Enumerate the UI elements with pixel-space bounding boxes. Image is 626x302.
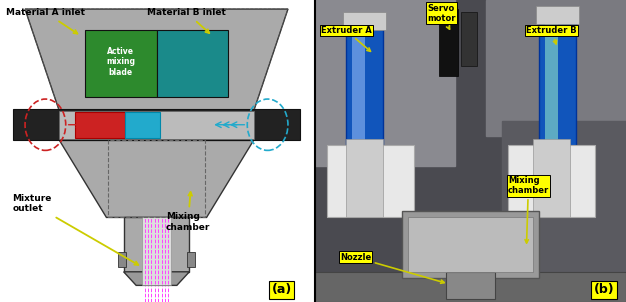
Bar [343, 12, 386, 30]
Text: Mixing
chamber: Mixing chamber [508, 176, 549, 243]
Text: Material B inlet: Material B inlet [147, 8, 226, 33]
Bar [315, 0, 455, 166]
Bar [75, 112, 125, 138]
Text: Servo
motor: Servo motor [427, 4, 455, 29]
Bar [486, 0, 626, 136]
Bar [315, 272, 626, 302]
Text: Extruder A: Extruder A [321, 26, 372, 51]
Bar [461, 12, 476, 66]
Bar [501, 121, 626, 302]
Text: Mixture
outlet: Mixture outlet [13, 194, 138, 265]
Polygon shape [539, 9, 576, 169]
Text: (a): (a) [272, 283, 292, 297]
Bar [446, 272, 495, 299]
Polygon shape [59, 140, 254, 217]
Bar [346, 139, 383, 217]
Text: (b): (b) [594, 283, 615, 297]
Bar [124, 217, 189, 272]
Text: Nozzle: Nozzle [340, 253, 444, 283]
Bar [156, 30, 228, 97]
Bar [13, 109, 300, 140]
Bar [545, 9, 558, 169]
Text: Mixing
chamber: Mixing chamber [166, 192, 210, 232]
Bar [125, 112, 160, 138]
Polygon shape [327, 145, 414, 217]
Bar [85, 30, 156, 97]
Bar [352, 15, 365, 175]
Bar [59, 111, 254, 139]
Bar [187, 252, 195, 267]
Bar [439, 9, 458, 76]
Polygon shape [124, 272, 189, 285]
Text: Active
mixing
blade: Active mixing blade [106, 47, 135, 77]
Bar [108, 140, 205, 217]
Polygon shape [508, 145, 595, 217]
Bar [402, 211, 539, 278]
Bar [408, 217, 533, 272]
Text: Material A inlet: Material A inlet [6, 8, 85, 34]
Text: Extruder B: Extruder B [526, 26, 577, 44]
Bar [142, 217, 170, 285]
Bar [533, 139, 570, 217]
Bar [536, 6, 579, 24]
Polygon shape [346, 15, 383, 175]
Polygon shape [25, 9, 288, 121]
Bar [118, 252, 126, 267]
